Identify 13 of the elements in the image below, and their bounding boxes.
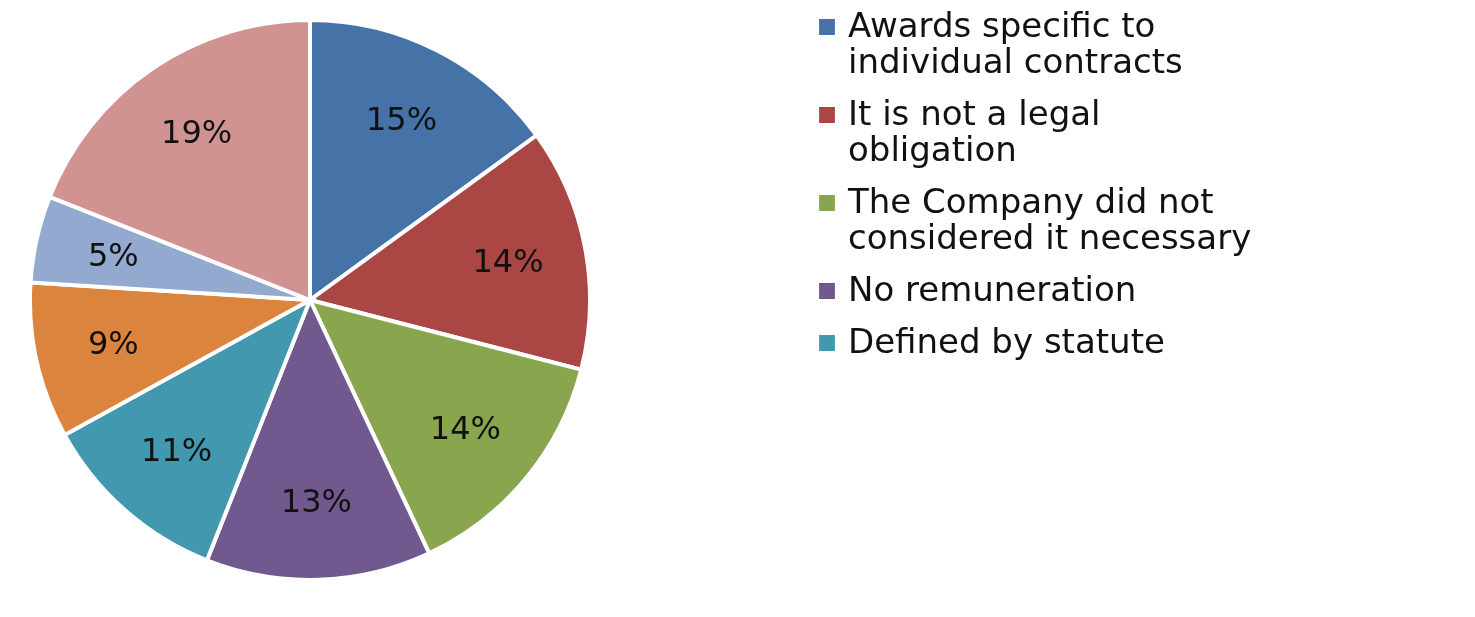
legend-label: The Company did not considered it necessary bbox=[847, 181, 1252, 257]
data-label: 14% bbox=[472, 242, 544, 281]
data-label: 5% bbox=[87, 236, 139, 275]
data-label: 13% bbox=[280, 481, 352, 520]
legend-label: Awards specific to individual contracts bbox=[848, 5, 1183, 81]
data-label: 11% bbox=[141, 431, 213, 470]
data-label: 14% bbox=[429, 408, 501, 447]
legend-label: No remuneration bbox=[848, 269, 1137, 309]
data-label: 19% bbox=[161, 113, 233, 152]
legend-label: Defined by statute bbox=[848, 321, 1165, 361]
data-label: 15% bbox=[365, 100, 438, 139]
data-label: 9% bbox=[87, 323, 139, 362]
legend-label: It is not a legal obligation bbox=[848, 93, 1101, 169]
